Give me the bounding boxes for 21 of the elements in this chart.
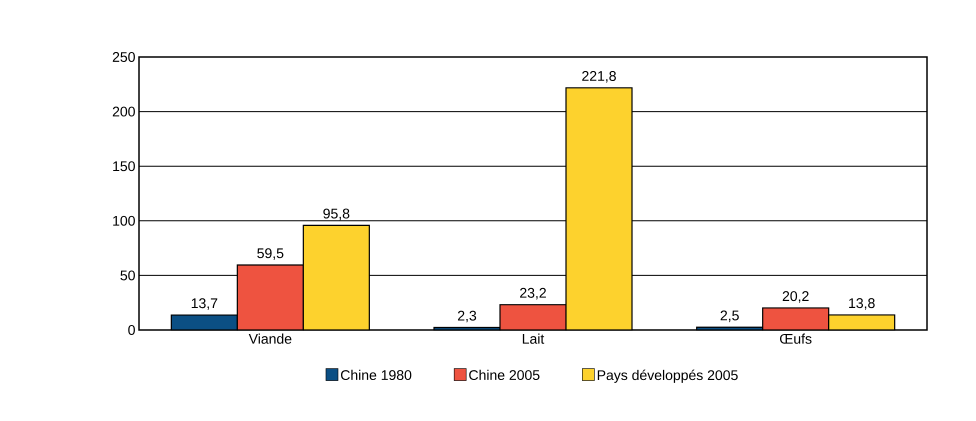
y-tick-label: 50	[120, 270, 135, 280]
legend-label: Pays développés 2005	[598, 370, 738, 383]
text: 221,8	[582, 71, 616, 83]
y-tick-label: 0	[128, 325, 135, 335]
x-tick-label: Viande	[248, 334, 292, 344]
y-tick-label: 150	[113, 161, 135, 172]
legend-label: Chine 2005	[469, 370, 540, 380]
x-tick-label: Lait	[522, 334, 544, 344]
text: 59,5	[257, 248, 284, 260]
text: 13,7	[192, 298, 218, 310]
y-tick-label: 100	[113, 216, 135, 226]
text: 2,3	[458, 310, 476, 322]
text: 23,2	[520, 288, 546, 300]
text: 2,5	[720, 310, 739, 322]
text: 95,8	[323, 208, 350, 220]
text: 20,2	[782, 291, 809, 303]
y-tick-label: 250	[112, 52, 135, 62]
y-tick-label: 200	[112, 106, 135, 117]
x-tick-label: Œufs	[780, 334, 812, 344]
text: 13,8	[849, 298, 875, 310]
legend-label: Chine 1980	[340, 370, 412, 380]
